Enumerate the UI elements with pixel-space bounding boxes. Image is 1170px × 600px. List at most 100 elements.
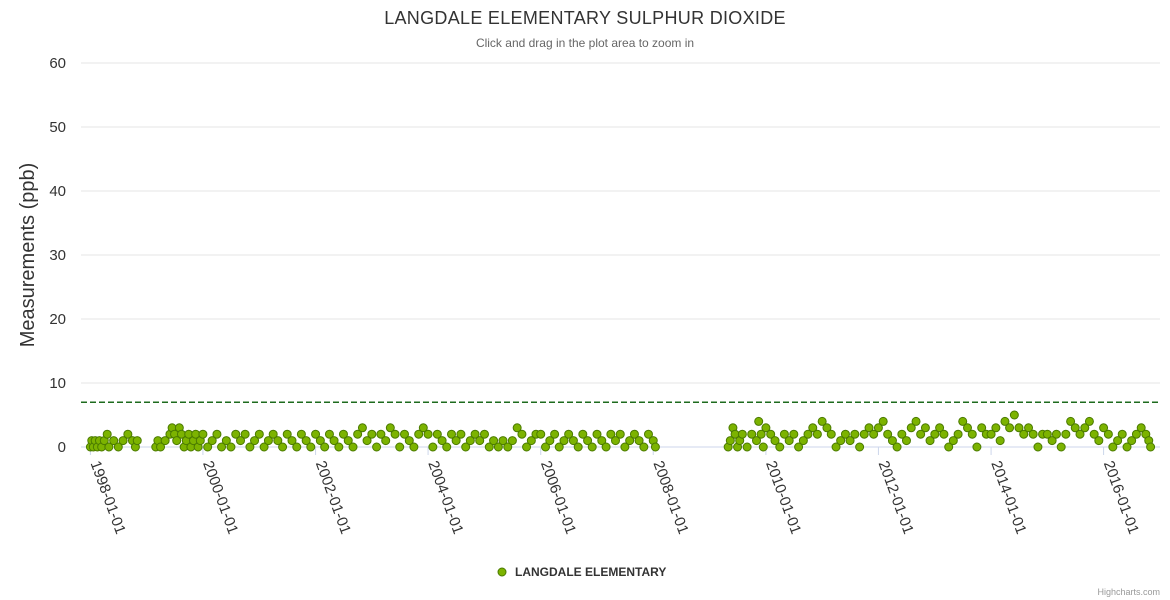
data-point[interactable] — [522, 442, 532, 452]
data-point[interactable] — [615, 429, 625, 439]
data-point[interactable] — [156, 442, 166, 452]
data-point[interactable] — [836, 436, 846, 446]
data-point[interactable] — [822, 423, 832, 433]
data-point[interactable] — [1066, 416, 1076, 426]
data-point[interactable] — [826, 429, 836, 439]
data-point[interactable] — [597, 436, 607, 446]
data-point[interactable] — [967, 429, 977, 439]
data-point[interactable] — [493, 442, 503, 452]
data-point[interactable] — [418, 423, 428, 433]
data-point[interactable] — [102, 429, 112, 439]
data-point[interactable] — [437, 436, 447, 446]
data-point[interactable] — [634, 436, 644, 446]
data-point[interactable] — [986, 429, 996, 439]
data-point[interactable] — [784, 436, 794, 446]
data-point[interactable] — [1117, 429, 1127, 439]
data-point[interactable] — [385, 423, 395, 433]
data-point[interactable] — [798, 436, 808, 446]
data-point[interactable] — [104, 442, 114, 452]
data-point[interactable] — [503, 442, 513, 452]
data-point[interactable] — [526, 436, 536, 446]
data-point[interactable] — [972, 442, 982, 452]
data-point[interactable] — [925, 436, 935, 446]
data-point[interactable] — [1056, 442, 1066, 452]
data-point[interactable] — [770, 436, 780, 446]
legend-label[interactable]: LANGDALE ELEMENTARY — [515, 565, 666, 579]
data-point[interactable] — [456, 429, 466, 439]
data-point[interactable] — [207, 436, 217, 446]
data-point[interactable] — [268, 429, 278, 439]
data-point[interactable] — [789, 429, 799, 439]
data-point[interactable] — [123, 429, 133, 439]
data-point[interactable] — [610, 436, 620, 446]
data-point[interactable] — [315, 436, 325, 446]
data-point[interactable] — [236, 436, 246, 446]
data-point[interactable] — [338, 429, 348, 439]
data-point[interactable] — [282, 429, 292, 439]
data-point[interactable] — [287, 436, 297, 446]
data-point[interactable] — [372, 442, 382, 452]
data-point[interactable] — [953, 429, 963, 439]
data-point[interactable] — [873, 423, 883, 433]
data-point[interactable] — [803, 429, 813, 439]
data-point[interactable] — [747, 429, 757, 439]
data-point[interactable] — [221, 436, 231, 446]
data-point[interactable] — [432, 429, 442, 439]
data-point[interactable] — [901, 436, 911, 446]
data-point[interactable] — [461, 442, 471, 452]
data-point[interactable] — [517, 429, 527, 439]
data-point[interactable] — [1136, 423, 1146, 433]
data-point[interactable] — [479, 429, 489, 439]
data-point[interactable] — [399, 429, 409, 439]
data-point[interactable] — [887, 436, 897, 446]
data-point[interactable] — [292, 442, 302, 452]
data-point[interactable] — [573, 442, 583, 452]
data-point[interactable] — [1084, 416, 1094, 426]
data-point[interactable] — [1108, 442, 1118, 452]
data-point[interactable] — [1014, 423, 1024, 433]
data-point[interactable] — [1009, 410, 1019, 420]
data-point[interactable] — [367, 429, 377, 439]
series-points[interactable] — [85, 410, 1156, 452]
data-point[interactable] — [766, 429, 776, 439]
data-point[interactable] — [1089, 429, 1099, 439]
data-point[interactable] — [118, 436, 128, 446]
data-point[interactable] — [1028, 429, 1038, 439]
data-point[interactable] — [845, 436, 855, 446]
data-point[interactable] — [583, 436, 593, 446]
data-point[interactable] — [991, 423, 1001, 433]
data-point[interactable] — [1099, 423, 1109, 433]
data-point[interactable] — [939, 429, 949, 439]
data-point[interactable] — [775, 442, 785, 452]
data-point[interactable] — [498, 436, 508, 446]
data-point[interactable] — [817, 416, 827, 426]
data-point[interactable] — [536, 429, 546, 439]
data-point[interactable] — [278, 442, 288, 452]
data-point[interactable] — [447, 429, 457, 439]
data-point[interactable] — [329, 436, 339, 446]
data-point[interactable] — [995, 436, 1005, 446]
data-point[interactable] — [1051, 429, 1061, 439]
data-point[interactable] — [240, 429, 250, 439]
data-point[interactable] — [758, 442, 768, 452]
data-point[interactable] — [808, 423, 818, 433]
data-point[interactable] — [568, 436, 578, 446]
data-point[interactable] — [470, 429, 480, 439]
data-point[interactable] — [376, 429, 386, 439]
data-point[interactable] — [484, 442, 494, 452]
data-point[interactable] — [855, 442, 865, 452]
data-point[interactable] — [1070, 423, 1080, 433]
data-point[interactable] — [859, 429, 869, 439]
data-point[interactable] — [226, 442, 236, 452]
data-point[interactable] — [869, 429, 879, 439]
data-point[interactable] — [362, 436, 372, 446]
legend[interactable]: LANGDALE ELEMENTARY — [497, 565, 666, 579]
data-point[interactable] — [930, 429, 940, 439]
data-point[interactable] — [643, 429, 653, 439]
data-point[interactable] — [948, 436, 958, 446]
data-point[interactable] — [812, 429, 822, 439]
data-point[interactable] — [554, 442, 564, 452]
data-point[interactable] — [381, 436, 391, 446]
data-point[interactable] — [897, 429, 907, 439]
